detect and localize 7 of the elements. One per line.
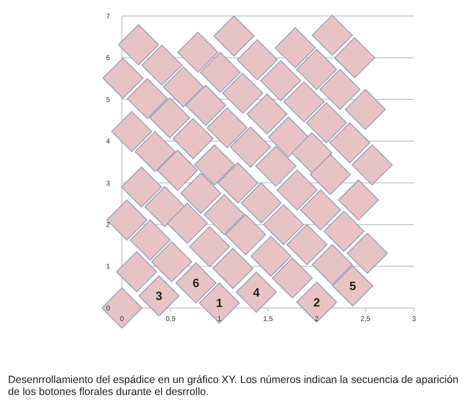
annotation: 4 [252,285,260,300]
annotation: 3 [156,289,163,304]
annotation: 5 [349,279,356,294]
annotation: 2 [313,295,320,310]
text: Desenrrollamiento del espádice en un gráfico XY. Los números indican la secuencia de aparición de los botones florales durante el desrrollo. [8,374,460,398]
annotation: 1 [216,296,223,310]
annotation: 6 [192,276,200,290]
